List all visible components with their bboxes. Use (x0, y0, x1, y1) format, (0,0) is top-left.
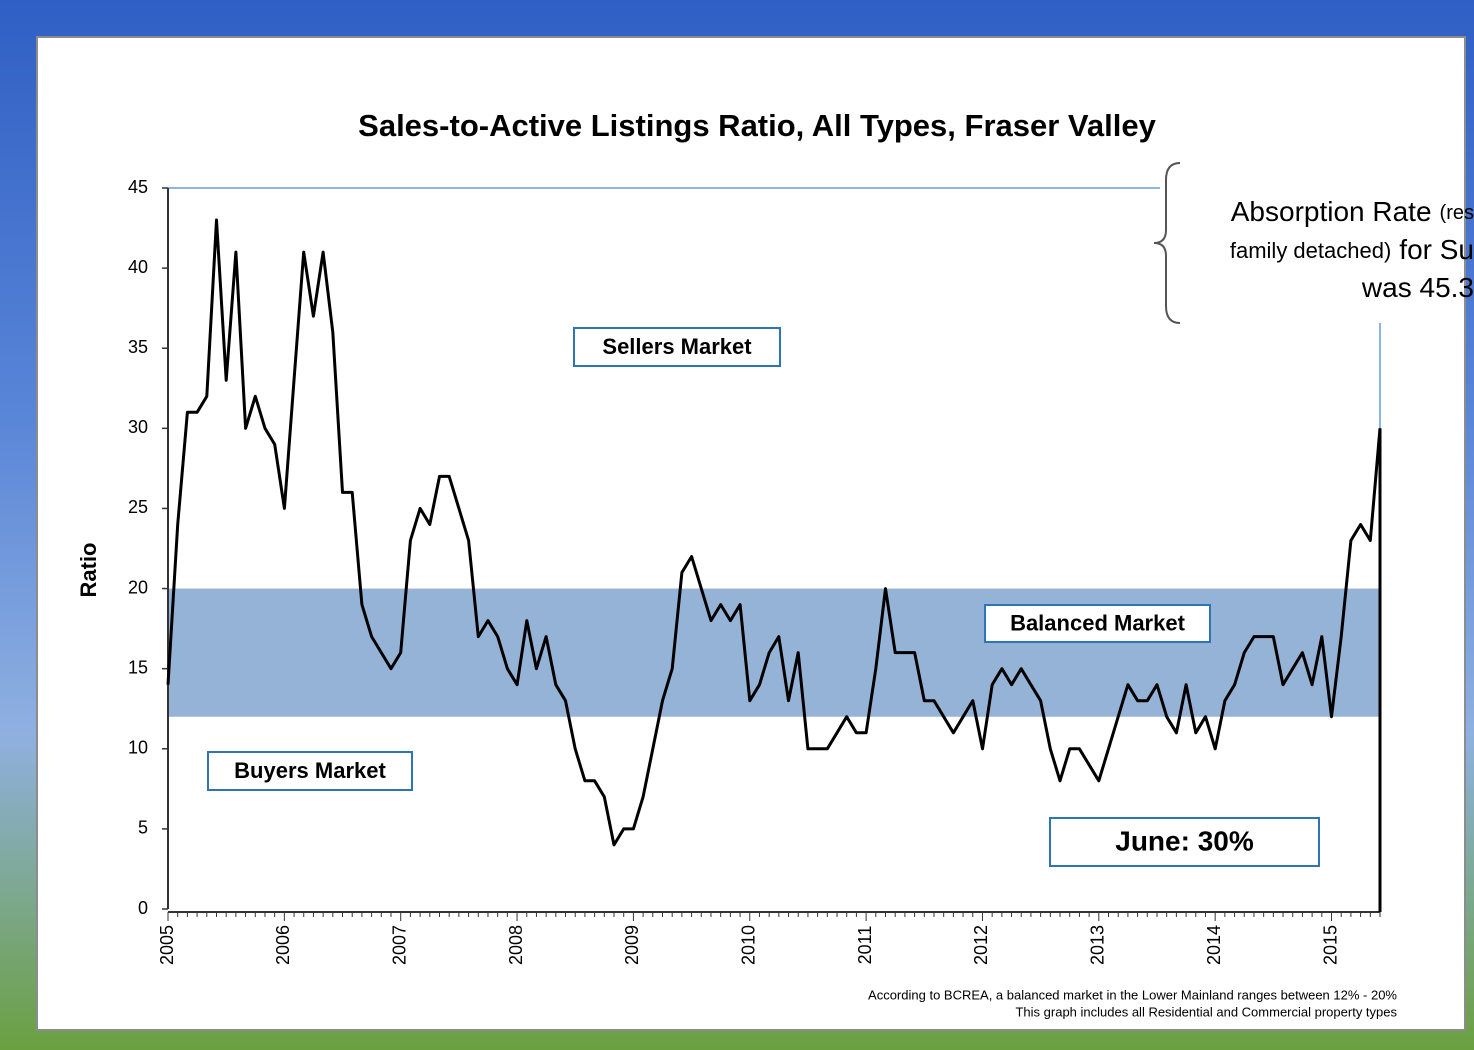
callout-text: (res (1440, 202, 1474, 224)
x-tick-label: 2009 (622, 925, 642, 965)
y-tick-label: 30 (128, 417, 148, 437)
x-tick-label: 2011 (855, 926, 875, 965)
callout-text: was 45.3 (1361, 272, 1474, 303)
x-tick-label: 2010 (739, 925, 759, 965)
x-tick-label: 2015 (1320, 925, 1340, 965)
y-tick-label: 35 (128, 337, 148, 357)
y-tick-label: 10 (128, 738, 148, 758)
y-tick-label: 15 (128, 657, 148, 677)
x-tick-label: 2013 (1088, 925, 1108, 965)
annotation-text: Buyers Market (234, 758, 386, 783)
chart-title: Sales-to-Active Listings Ratio, All Type… (358, 108, 1156, 143)
y-tick-label: 25 (128, 497, 148, 517)
annotation-text: June: 30% (1115, 825, 1254, 856)
chart-panel (37, 37, 1465, 1030)
x-tick-label: 2006 (273, 925, 293, 965)
x-tick-label: 2008 (506, 925, 526, 965)
callout-text: for Su (1399, 234, 1474, 265)
x-tick-label: 2012 (971, 925, 991, 965)
y-axis-label: Ratio (76, 543, 101, 598)
annotation-text: Sellers Market (602, 334, 752, 359)
footnote: This graph includes all Residential and … (1015, 1004, 1397, 1019)
footnote: According to BCREA, a balanced market in… (868, 987, 1397, 1002)
callout-line: was 45.3 (1361, 272, 1474, 303)
y-tick-label: 40 (128, 257, 148, 277)
x-tick-label: 2014 (1204, 925, 1224, 965)
callout-line: family detached) for Su (1230, 234, 1474, 265)
x-tick-label: 2005 (157, 925, 177, 965)
callout-text: Absorption Rate (1231, 196, 1432, 227)
callout-text: family detached) (1230, 238, 1391, 263)
y-tick-label: 0 (138, 898, 148, 918)
y-tick-label: 45 (128, 177, 148, 197)
x-tick-label: 2007 (389, 925, 409, 965)
y-tick-label: 5 (138, 818, 148, 838)
slide: Sales-to-Active Listings Ratio, All Type… (0, 0, 1474, 1050)
annotation-text: Balanced Market (1010, 610, 1186, 635)
y-tick-label: 20 (128, 577, 148, 597)
